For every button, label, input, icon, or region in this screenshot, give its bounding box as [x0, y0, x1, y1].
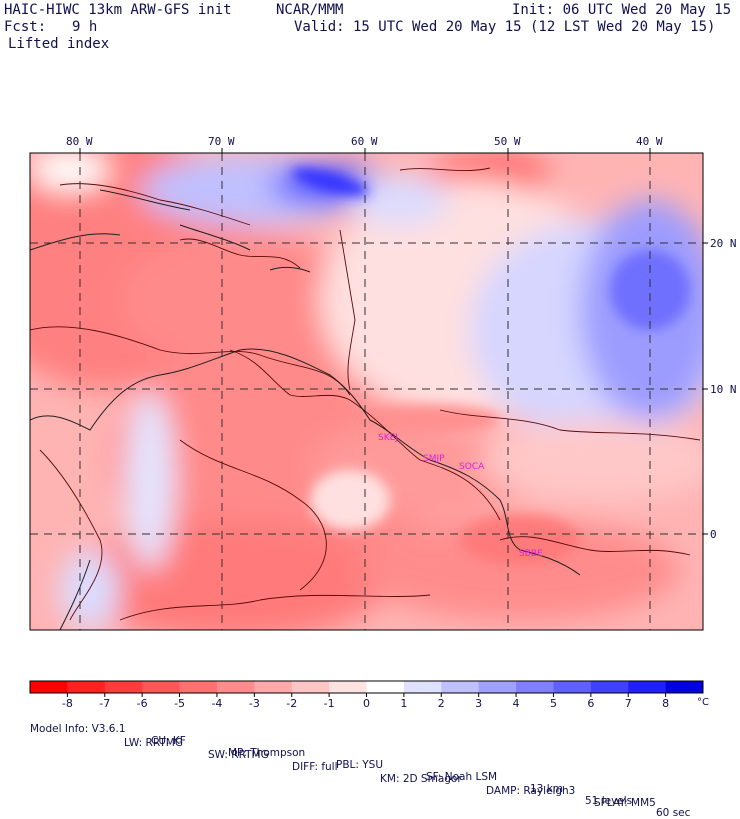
colorbar-swatch [553, 681, 592, 693]
lon-label: 60 W [351, 135, 378, 148]
footer-physics: LW: RRTMG SW: RRTMG DIFF: full KM: 2D Sm… [124, 725, 656, 809]
colorbar-tick-label: 2 [438, 697, 445, 710]
colorbar-swatch [216, 681, 255, 693]
lifted-index-field [30, 153, 703, 630]
lon-label: 80 W [66, 135, 93, 148]
footer-field: DAMP: Rayleigh3 [486, 785, 576, 797]
contour-lines [30, 167, 701, 621]
footer-field: KM: 2D Smagor [380, 773, 462, 785]
colorbar-tick-label: 1 [400, 697, 407, 710]
colorbar-tick-label: -5 [174, 697, 185, 710]
lon-label: 70 W [208, 135, 235, 148]
colorbar-tick-label: -2 [286, 697, 297, 710]
map-frame [29, 152, 704, 631]
colorbar-tick-label: -3 [249, 697, 260, 710]
lon-label: 50 W [494, 135, 521, 148]
lat-label: 20 N [710, 237, 737, 250]
colorbar-swatch [179, 681, 218, 693]
colorbar-swatch [665, 681, 704, 693]
colorbar-unit: °C [697, 697, 709, 708]
colorbar-tick-label: -7 [99, 697, 110, 710]
colorbar-tick-label: -8 [62, 697, 73, 710]
colorbar-tick-label: 8 [662, 697, 669, 710]
colorbar-swatch [478, 681, 517, 693]
station-label: SBBE [519, 549, 543, 559]
forecast-label: Fcst: [4, 19, 47, 35]
colorbar-tick-label: 0 [363, 697, 370, 710]
weather-map: 80 W 70 W 60 W 50 W 40 W 20 N 10 N 0 SKE… [29, 135, 737, 710]
org-label: NCAR/MMM [276, 2, 344, 18]
colorbar-swatch [30, 681, 68, 693]
valid-time: Valid: 15 UTC Wed 20 May 15 (12 LST Wed … [294, 19, 716, 35]
footer-field: PBL: YSU [336, 759, 384, 771]
colorbar-swatch [291, 681, 330, 693]
forecast-hour: 9 h [72, 19, 98, 35]
footer-field: Model Info: V3.6.1 [30, 723, 126, 735]
lat-lon-grid [30, 153, 703, 630]
colorbar-tick-label: -1 [324, 697, 335, 710]
footer-field: SFLAY: MM5 [594, 797, 656, 809]
station-label: SOCA [459, 462, 485, 472]
field-name: Lifted index [8, 36, 110, 52]
colorbar-tick-label: 3 [475, 697, 482, 710]
colorbar-swatch [441, 681, 480, 693]
colorbar [29, 680, 704, 697]
init-time: Init: 06 UTC Wed 20 May 15 [512, 2, 732, 18]
colorbar-tick-label: 7 [625, 697, 632, 710]
axis-ticks [79, 148, 708, 535]
colorbar-swatch [254, 681, 293, 693]
footer-field: 60 sec [656, 807, 691, 819]
colorbar-tick-label: -6 [137, 697, 148, 710]
colorbar-swatch [628, 681, 667, 693]
colorbar-labels: -8 -7 -6 -5 -4 -3 -2 -1 0 1 2 3 4 5 6 7 8 [62, 697, 669, 710]
footer-field: SW: RRTMG [208, 749, 269, 761]
colorbar-swatch [329, 681, 367, 693]
footer-field: LW: RRTMG [124, 737, 183, 749]
colorbar-tick-label: 6 [587, 697, 594, 710]
colorbar-swatch [590, 681, 629, 693]
lat-label: 0 [710, 528, 717, 541]
coastlines [30, 189, 581, 630]
colorbar-swatch [104, 681, 143, 693]
colorbar-swatch [403, 681, 442, 693]
colorbar-tick-label: 4 [513, 697, 520, 710]
lat-label: 10 N [710, 383, 737, 396]
colorbar-swatch [67, 681, 106, 693]
colorbar-tick-label: -4 [211, 697, 222, 710]
footer-model-info: Model Info: V3.6.1 CU: KF MP: Thompson P… [30, 711, 690, 819]
lon-label: 40 W [636, 135, 663, 148]
model-title: HAIC-HIWC 13km ARW-GFS init [4, 2, 232, 18]
colorbar-tick-label: 5 [550, 697, 557, 710]
footer-field: DIFF: full [292, 761, 338, 773]
colorbar-swatch [366, 681, 405, 693]
station-label: SMJP [423, 454, 445, 464]
colorbar-swatch [516, 681, 554, 693]
station-label: SKEJ [378, 433, 398, 443]
colorbar-swatch [142, 681, 181, 693]
